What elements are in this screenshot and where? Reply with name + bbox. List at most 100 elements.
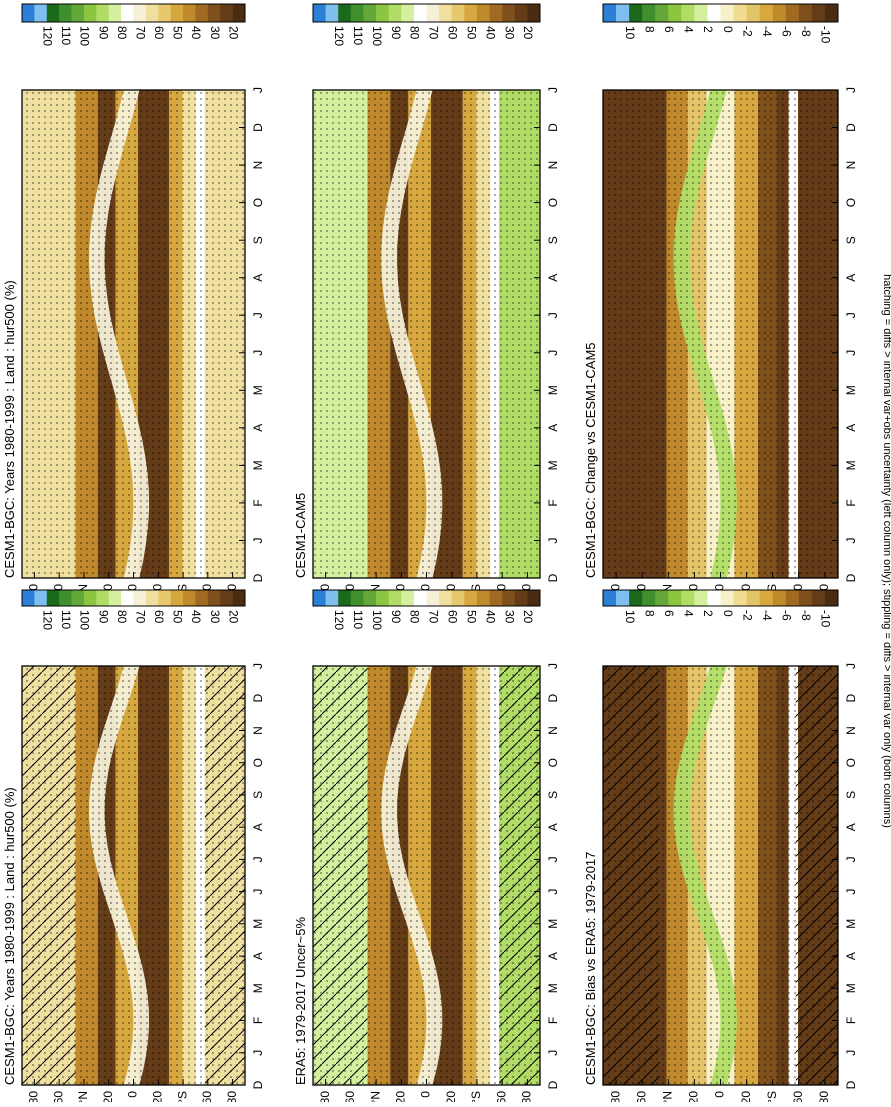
colorbar-swatch <box>59 590 72 606</box>
month-tick-label: M <box>546 919 560 929</box>
colorbar-swatch <box>83 590 97 606</box>
month-tick-label: F <box>251 1017 265 1024</box>
lat-tick-label: 0 <box>419 584 433 591</box>
colorbar: 120 110 100 90 80 70 60 50 40 30 20 <box>312 3 541 46</box>
colorbar-swatch <box>363 590 377 606</box>
colorbar-swatch <box>22 4 35 22</box>
colorbar-swatch <box>464 4 478 22</box>
month-tick-label: J <box>546 889 560 895</box>
month-tick-label: J <box>546 350 560 356</box>
hatching <box>22 666 76 1085</box>
colorbar-swatch <box>22 590 35 606</box>
colorbar-swatch <box>338 4 352 22</box>
colorbar-swatch <box>720 4 734 22</box>
colorbar-swatch <box>426 4 440 22</box>
month-tick-label: N <box>844 726 858 735</box>
colorbar-swatch <box>629 590 643 606</box>
colorbar-swatch <box>388 4 402 22</box>
colorbar-swatch <box>183 590 196 606</box>
month-tick-label: D <box>251 573 265 582</box>
month-tick-label: A <box>844 424 858 432</box>
colorbar-swatch <box>759 590 774 606</box>
colorbar-swatch <box>642 4 656 22</box>
colorbar-tick-label: 100 <box>370 610 384 630</box>
month-tick-label: M <box>546 385 560 395</box>
month-tick-label: D <box>546 1080 560 1089</box>
month-tick-label: S <box>546 791 560 799</box>
colorbar-swatch <box>338 590 352 606</box>
colorbar-swatch <box>798 590 813 606</box>
month-tick-label: J <box>251 889 265 895</box>
lat-tick-label: 60 <box>791 1091 805 1102</box>
colorbar-tick-label: 90 <box>389 610 403 624</box>
month-tick-label: D <box>844 694 858 703</box>
colorbar-swatch <box>426 590 440 606</box>
colorbar-swatch <box>514 590 528 606</box>
colorbar-tick-label: 80 <box>408 26 422 40</box>
month-tick-label: M <box>546 983 560 993</box>
colorbar-swatch <box>694 590 708 606</box>
colorbar-tick-label: 100 <box>370 26 384 46</box>
colorbar-swatch <box>489 590 503 606</box>
month-tick-label: D <box>251 123 265 132</box>
month-tick-label: D <box>251 1080 265 1089</box>
colorbar-tick-label: 100 <box>78 610 92 630</box>
colorbar-swatch <box>476 590 490 606</box>
colorbar-swatch <box>642 590 656 606</box>
panel-3: 1201101009080706050403020CESM1-CAM58060°… <box>293 3 560 597</box>
colorbar-tick-label: 120 <box>41 610 55 630</box>
month-tick-label: O <box>251 198 265 207</box>
colorbar-swatch <box>350 4 364 22</box>
heatmap-field <box>22 666 245 1085</box>
month-tick-label: D <box>844 1080 858 1089</box>
month-tick-label: J <box>251 350 265 356</box>
colorbar-tick-label: 90 <box>96 610 110 624</box>
month-tick-label: J <box>546 1050 560 1056</box>
colorbar-tick-label: 100 <box>78 26 92 46</box>
colorbar-swatch <box>811 4 826 22</box>
colorbar-swatch <box>34 4 48 22</box>
lat-tick-label: °S <box>765 1091 779 1102</box>
stippling <box>313 90 540 578</box>
month-tick-label: M <box>251 919 265 929</box>
lat-tick-label: °N <box>368 1091 382 1102</box>
colorbar-swatch <box>603 4 617 22</box>
colorbar-tick-label: 70 <box>427 610 441 624</box>
colorbar-tick-label: 80 <box>115 610 129 624</box>
month-tick-label: N <box>546 726 560 735</box>
month-tick-label: D <box>546 123 560 132</box>
lat-tick-label: 80 <box>817 1091 831 1102</box>
colorbar-tick-label: 30 <box>502 610 516 624</box>
lat-tick-label: 80 <box>520 1091 534 1102</box>
colorbar-tick-label: 50 <box>464 26 478 40</box>
colorbar-swatch <box>59 4 72 22</box>
month-tick-label: J <box>546 87 560 93</box>
month-tick-label: S <box>251 791 265 799</box>
colorbar-tick-label: 4 <box>682 610 696 617</box>
colorbar: 120 110 100 90 80 70 60 50 40 30 20 <box>21 589 246 630</box>
colorbar-swatch <box>46 590 60 606</box>
month-tick-label: A <box>546 952 560 960</box>
colorbar-swatch <box>785 4 800 22</box>
colorbar-swatch <box>108 4 122 22</box>
lat-tick-label: 0 <box>713 584 727 591</box>
month-tick-label: S <box>251 236 265 244</box>
colorbar-tick-label: 70 <box>134 610 148 624</box>
lat-tick-label: 60 <box>634 1091 648 1102</box>
colorbar-swatch <box>655 4 669 22</box>
colorbar-tick-label: -8 <box>799 610 813 621</box>
colorbar-tick-label: 10 <box>623 610 637 624</box>
month-tick-label: J <box>546 312 560 318</box>
hatching <box>204 666 245 1085</box>
lat-tick-label: 20 <box>101 1091 115 1102</box>
colorbar-tick-label: -10 <box>819 610 833 628</box>
colorbar-swatch <box>798 4 813 22</box>
lat-tick-label: 60 <box>494 1091 508 1102</box>
month-tick-label: O <box>251 758 265 767</box>
colorbar-swatch <box>183 4 196 22</box>
colorbar-tick-label: 50 <box>171 610 185 624</box>
colorbar-tick-label: 6 <box>662 610 676 617</box>
